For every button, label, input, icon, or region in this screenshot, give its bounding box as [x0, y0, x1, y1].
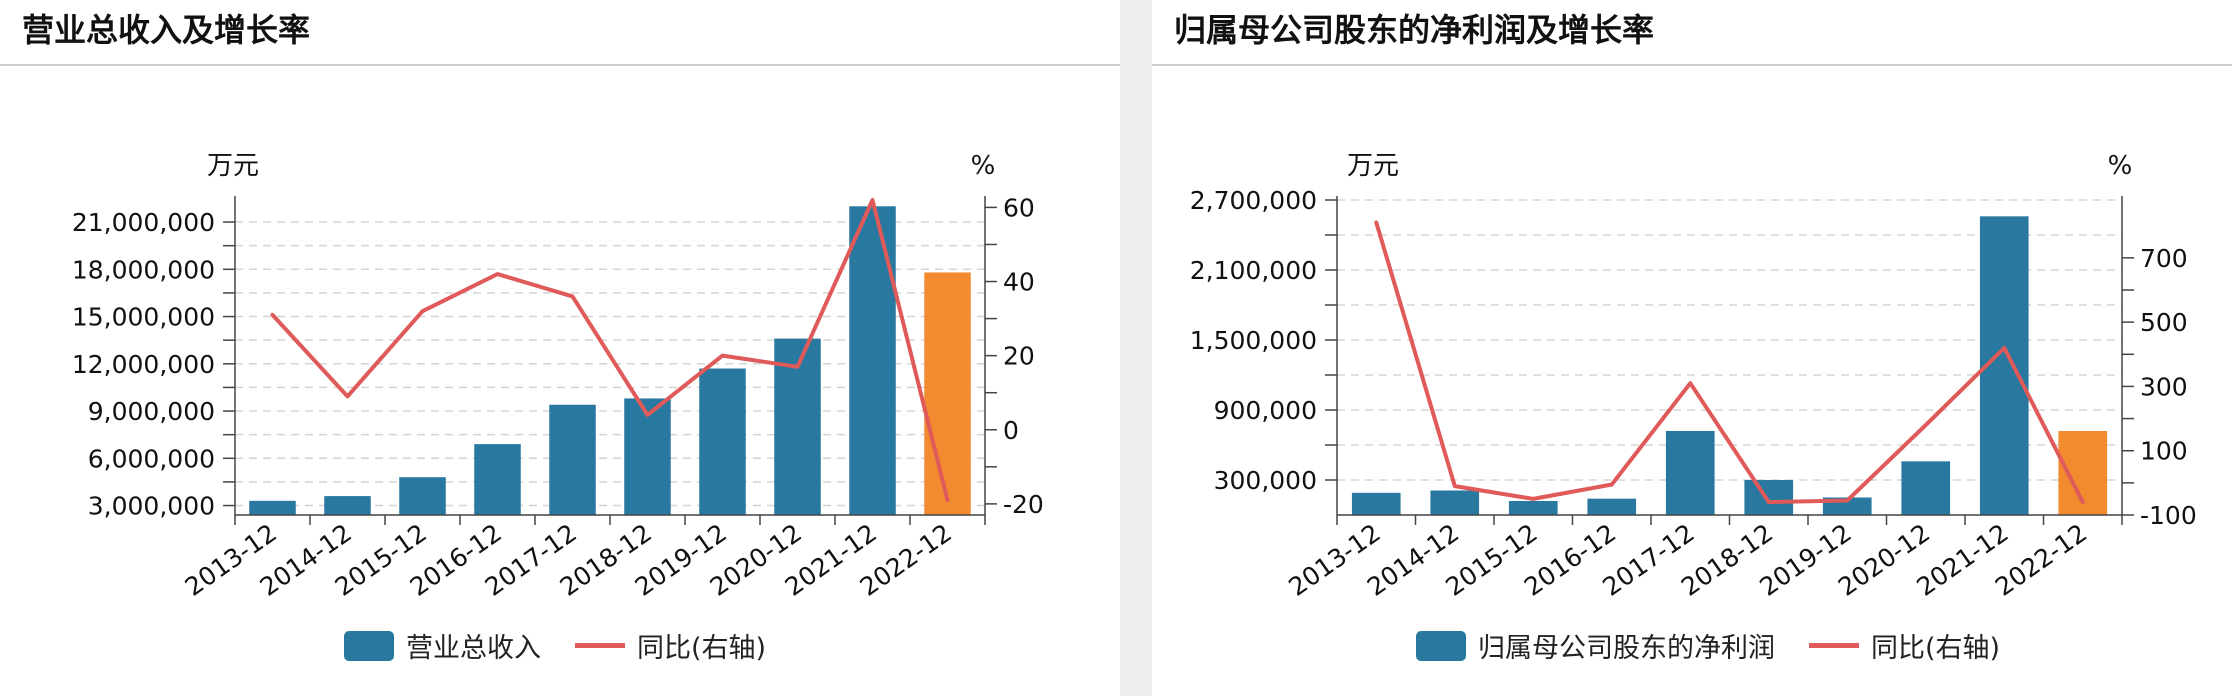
- right-tick-label: 0: [1003, 416, 1019, 445]
- right-tick-label: -20: [1003, 490, 1044, 519]
- left-tick-label: 2,100,000: [1190, 256, 1317, 285]
- left-tick-label: 21,000,000: [72, 208, 215, 237]
- left-axis-unit: 万元: [207, 151, 259, 181]
- growth-line: [270, 198, 950, 503]
- legend-bar-swatch: [1416, 630, 1466, 661]
- legend-bar-label: 归属母公司股东的净利润: [1478, 633, 1775, 664]
- panel-title: 归属母公司股东的净利润及增长率: [1174, 11, 1655, 49]
- left-tick-label: 2,700,000: [1190, 186, 1317, 215]
- left-tick-label: 12,000,000: [72, 350, 215, 379]
- left-tick-label: 6,000,000: [88, 444, 215, 473]
- right-tick-label: 700: [2140, 244, 2188, 273]
- legend-item-bar[interactable]: 营业总收入: [344, 626, 541, 665]
- bar: [1430, 490, 1480, 515]
- left-axis-unit: 万元: [1347, 151, 1399, 181]
- left-tick-label: 15,000,000: [72, 303, 215, 332]
- legend-item-line[interactable]: 同比(右轴): [575, 626, 766, 665]
- legend-bar-label: 营业总收入: [406, 633, 541, 664]
- right-axis-unit: %: [2108, 151, 2133, 181]
- title-divider: [0, 64, 1120, 66]
- right-tick-label: 500: [2140, 308, 2188, 337]
- panel-title: 营业总收入及增长率: [22, 11, 311, 49]
- right-tick-label: 40: [1003, 268, 1035, 297]
- chart-legend: 归属母公司股东的净利润 同比(右轴): [1416, 626, 2034, 665]
- bar: [1744, 480, 1794, 515]
- growth-line: [1374, 220, 2085, 505]
- legend-bar-swatch: [344, 630, 394, 661]
- left-tick-label: 900,000: [1214, 396, 1317, 425]
- bar: [1351, 492, 1401, 515]
- net-profit-chart: 300,000 900,000 1,500,000 2,100,000 2,700,00…: [1190, 151, 2197, 602]
- legend-line-swatch: [1809, 643, 1859, 648]
- right-tick-label: 300: [2140, 372, 2188, 401]
- revenue-panel: 营业总收入及增长率 3,000,000 6,000,000 9,000,000 12,…: [0, 0, 1120, 696]
- bar: [624, 398, 671, 515]
- legend-line-label: 同比(右轴): [637, 633, 767, 664]
- bar: [399, 477, 446, 515]
- left-tick-label: 9,000,000: [88, 397, 215, 426]
- right-tick-label: 20: [1003, 342, 1035, 371]
- legend-item-bar[interactable]: 归属母公司股东的净利润: [1416, 626, 1775, 665]
- bar: [1587, 498, 1637, 515]
- right-tick-label: -100: [2140, 501, 2197, 530]
- legend-line-swatch: [575, 643, 625, 648]
- left-tick-label: 1,500,000: [1190, 326, 1317, 355]
- right-axis-unit: %: [971, 151, 996, 181]
- left-tick-label: 18,000,000: [72, 255, 215, 284]
- bar: [249, 500, 296, 515]
- legend-line-label: 同比(右轴): [1871, 633, 2001, 664]
- revenue-chart: 3,000,000 6,000,000 9,000,000 12,000,000 15,…: [72, 151, 1044, 602]
- chart-legend: 营业总收入 同比(右轴): [344, 626, 800, 665]
- bar: [849, 206, 896, 516]
- bar: [549, 404, 596, 515]
- bar: [1508, 501, 1558, 515]
- bar: [1901, 461, 1951, 515]
- left-tick-label: 300,000: [1214, 466, 1317, 495]
- bar: [924, 272, 971, 515]
- bar: [1665, 431, 1715, 515]
- bar: [324, 496, 371, 515]
- bar: [699, 368, 746, 515]
- legend-item-line[interactable]: 同比(右轴): [1809, 626, 2000, 665]
- title-divider: [1152, 64, 2232, 66]
- net-profit-panel: 归属母公司股东的净利润及增长率 300,000 900,000 1,500,000 2…: [1152, 0, 2232, 696]
- left-tick-label: 3,000,000: [88, 492, 215, 521]
- right-tick-label: 60: [1003, 193, 1035, 222]
- right-tick-label: 100: [2140, 437, 2188, 466]
- bar: [474, 444, 521, 515]
